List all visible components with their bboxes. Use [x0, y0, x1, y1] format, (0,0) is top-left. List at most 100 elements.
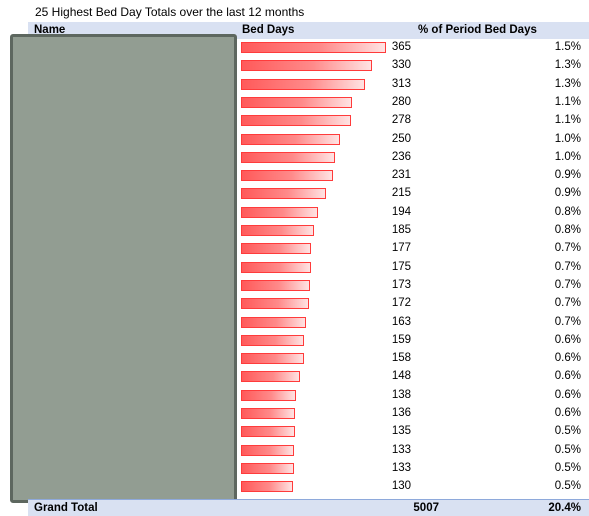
pct-value: 0.9%: [554, 187, 581, 200]
table-row: 365 1.5%: [0, 40, 589, 58]
bed-days-value: 172: [391, 297, 411, 310]
bed-days-value: 177: [391, 242, 411, 255]
bed-days-data-bar: [241, 279, 310, 291]
table-row: 175 0.7%: [0, 260, 589, 278]
grand-total-row: Grand Total 5007 20.4%: [28, 499, 589, 516]
grand-total-bed-days: 5007: [413, 502, 439, 514]
pct-value: 1.0%: [554, 150, 581, 163]
column-header-name: Name: [34, 24, 66, 36]
bed-days-value: 173: [391, 278, 411, 291]
bed-days-value: 138: [391, 388, 411, 401]
table-row: 163 0.7%: [0, 315, 589, 333]
bed-days-data-bar: [241, 316, 306, 328]
bed-days-data-bar: [241, 206, 318, 218]
pct-value: 0.5%: [554, 425, 581, 438]
bed-days-value: 215: [391, 187, 411, 200]
pct-value: 0.7%: [554, 260, 581, 273]
table-row: 135 0.5%: [0, 424, 589, 442]
grand-total-label: Grand Total: [34, 502, 98, 514]
table-row: 173 0.7%: [0, 278, 589, 296]
table-row: 185 0.8%: [0, 223, 589, 241]
bed-days-value: 175: [391, 260, 411, 273]
pct-value: 0.6%: [554, 407, 581, 419]
pct-value: 0.7%: [554, 315, 581, 328]
table-row: 172 0.7%: [0, 296, 589, 314]
table-row: 159 0.6%: [0, 333, 589, 351]
bed-days-data-bar: [241, 426, 295, 438]
column-header-pct: % of Period Bed Days: [418, 24, 537, 36]
redacted-names-block: [10, 34, 237, 503]
pct-value: 1.1%: [554, 95, 581, 108]
pct-value: 1.3%: [554, 77, 581, 90]
bed-days-value: 159: [391, 333, 411, 346]
bed-days-value: 236: [391, 150, 411, 163]
pct-value: 0.8%: [554, 224, 581, 236]
bed-days-data-bar: [241, 481, 293, 493]
bed-days-value: 163: [391, 315, 411, 328]
bed-days-data-bar: [241, 298, 309, 310]
bed-days-value: 148: [391, 370, 411, 383]
table-row: 177 0.7%: [0, 241, 589, 259]
table-row: 278 1.1%: [0, 113, 589, 131]
grand-total-pct: 20.4%: [548, 502, 581, 514]
bed-days-data-bar: [241, 115, 351, 127]
bed-days-data-bar: [241, 444, 294, 456]
table-row: 158 0.6%: [0, 351, 589, 369]
pct-value: 0.5%: [554, 461, 581, 474]
table-row: 194 0.8%: [0, 205, 589, 223]
bed-days-data-bar: [241, 225, 314, 236]
bed-days-value: 133: [391, 461, 411, 474]
bed-days-value: 158: [391, 352, 411, 365]
table-row: 133 0.5%: [0, 461, 589, 479]
table-row: 280 1.1%: [0, 95, 589, 113]
table-row: 330 1.3%: [0, 58, 589, 76]
table-row: 236 1.0%: [0, 150, 589, 168]
bed-days-data-bar: [241, 133, 340, 145]
bed-days-value: 250: [391, 132, 411, 145]
bed-days-value: 330: [391, 59, 411, 72]
bed-days-data-bar: [241, 170, 333, 182]
bed-days-value: 365: [391, 41, 411, 53]
table-row: 313 1.3%: [0, 77, 589, 95]
bed-days-value: 185: [391, 224, 411, 236]
bed-days-value: 231: [391, 169, 411, 182]
bed-days-data-bar: [241, 261, 311, 273]
pct-value: 1.0%: [554, 132, 581, 145]
table-row: 133 0.5%: [0, 443, 589, 461]
bed-days-data-bar: [241, 243, 311, 255]
bed-days-data-bar: [241, 188, 326, 200]
bed-days-data-bar: [241, 42, 386, 53]
pct-value: 1.5%: [554, 41, 581, 53]
bed-days-data-bar: [241, 334, 304, 346]
bed-days-value: 280: [391, 95, 411, 108]
report-title: 25 Highest Bed Day Totals over the last …: [35, 5, 305, 19]
bed-days-value: 135: [391, 425, 411, 438]
bed-days-value: 278: [391, 114, 411, 127]
bed-days-data-bar: [241, 462, 294, 474]
bed-days-data-bar: [241, 408, 295, 419]
pct-value: 0.5%: [554, 480, 581, 493]
table-row: 130 0.5%: [0, 479, 589, 497]
pct-value: 0.8%: [554, 205, 581, 218]
bed-days-value: 133: [391, 443, 411, 456]
pct-value: 0.5%: [554, 443, 581, 456]
pct-value: 0.6%: [554, 388, 581, 401]
bed-days-value: 313: [391, 77, 411, 90]
bed-days-value: 130: [391, 480, 411, 493]
pct-value: 0.6%: [554, 370, 581, 383]
bed-days-data-bar: [241, 96, 352, 108]
bed-days-value: 136: [391, 407, 411, 419]
pct-value: 1.1%: [554, 114, 581, 127]
table-row: 136 0.6%: [0, 406, 589, 424]
table-row: 148 0.6%: [0, 369, 589, 387]
table-row: 250 1.0%: [0, 132, 589, 150]
pct-value: 0.7%: [554, 278, 581, 291]
bed-days-value: 194: [391, 205, 411, 218]
table-row: 138 0.6%: [0, 388, 589, 406]
bed-days-data-bar: [241, 353, 304, 365]
pct-value: 0.6%: [554, 333, 581, 346]
pct-value: 1.3%: [554, 59, 581, 72]
pct-value: 0.7%: [554, 297, 581, 310]
pct-value: 0.7%: [554, 242, 581, 255]
table-row: 231 0.9%: [0, 168, 589, 186]
